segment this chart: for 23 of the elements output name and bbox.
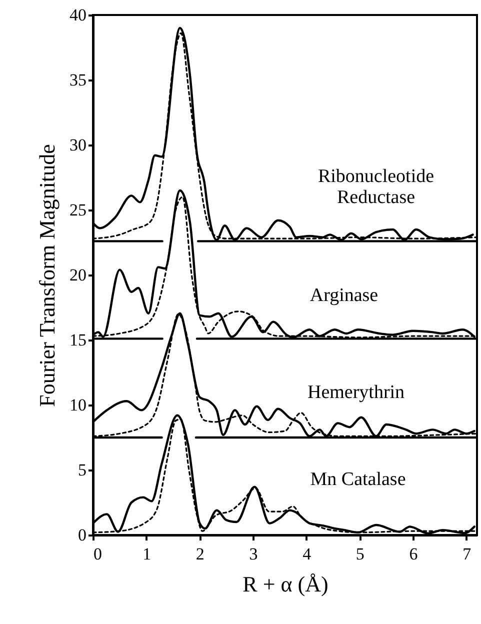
x-axis-title: R + α (Å) (242, 572, 328, 596)
y-tick-label: 0 (78, 526, 86, 544)
annotation: Mn Catalase (310, 469, 406, 490)
y-tick-label: 30 (70, 136, 86, 154)
y-axis-title: Fourier Transform Magnitude (34, 144, 60, 407)
x-tick-label: 5 (356, 544, 364, 564)
y-tick-label: 10 (70, 396, 86, 414)
x-tick-label: 6 (409, 544, 418, 564)
x-tick-label: 4 (302, 544, 312, 564)
x-tick-label: 3 (249, 544, 258, 564)
y-tick-label: 15 (70, 330, 86, 350)
annotation: Ribonucleotide Reductase (318, 166, 434, 208)
x-tick-label: 7 (462, 544, 472, 564)
y-tick-label: 5 (78, 460, 86, 480)
y-tick-label: 20 (70, 266, 86, 284)
y-tick-label: 35 (70, 70, 86, 90)
annotation: Arginase (310, 285, 378, 306)
y-tick-label: 25 (70, 200, 86, 220)
annotation: Hemerythrin (307, 382, 406, 403)
x-tick-label: 0 (94, 544, 102, 564)
y-tick-label: 40 (70, 6, 86, 24)
x-tick-label: 1 (142, 544, 152, 564)
x-tick-label: 2 (196, 544, 204, 564)
